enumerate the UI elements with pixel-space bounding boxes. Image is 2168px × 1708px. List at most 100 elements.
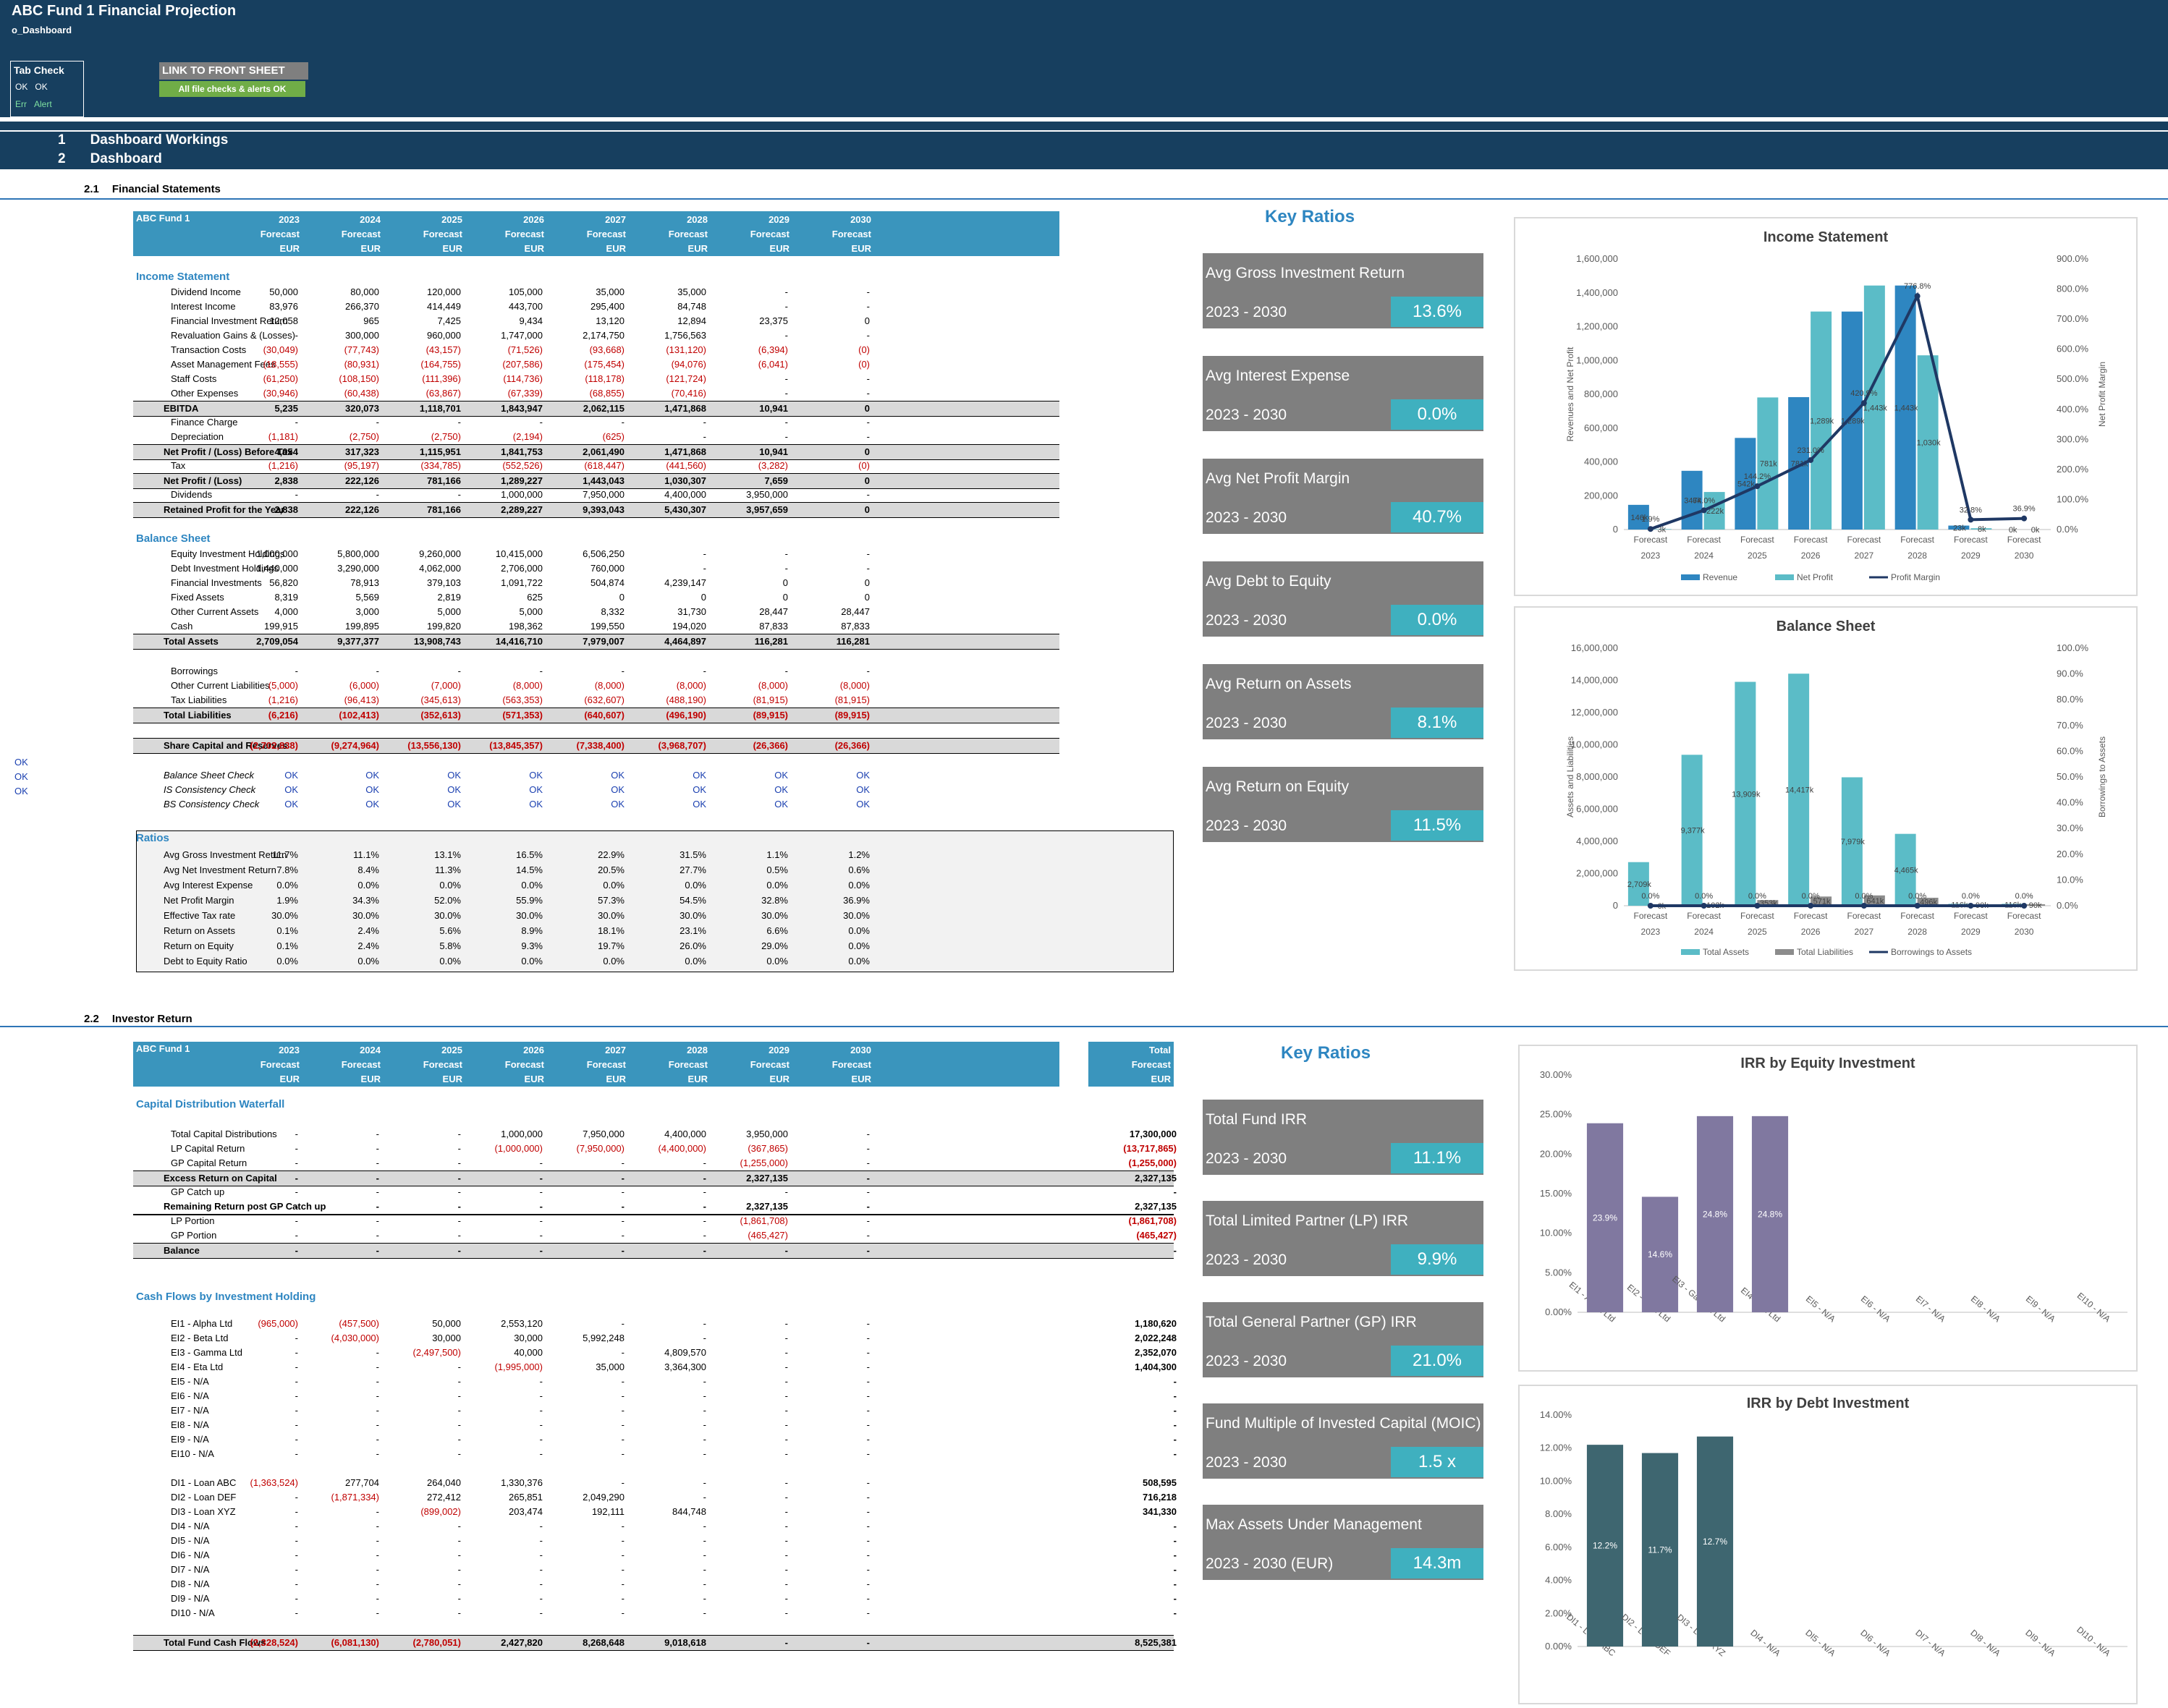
x-tick-label: 2028 [1907,551,1927,561]
line-data-label: 64.0% [1693,496,1715,505]
table-row: DI1 - Loan ABC (1,363,524) 277,704 264,040 1… [133,1476,1177,1490]
year-header: 2024 Forecast EUR [341,1045,381,1084]
row-value: - [539,1579,543,1589]
key-ratio-value: 8.1% [1391,708,1483,738]
row-value: (114,736) [503,373,543,384]
row-value: 1,843,947 [501,403,543,414]
row-value: 192,111 [591,1506,624,1517]
row-value: - [784,388,788,399]
row-value: - [621,1593,624,1604]
row-total: 508,595 [1143,1477,1177,1488]
section-1-link[interactable]: 1 Dashboard Workings [58,132,229,148]
row-label: DI3 - Loan XYZ [171,1506,236,1517]
row-value: 84,748 [677,301,706,312]
y-tick-label: 1,000,000 [1576,354,1618,365]
x-tick-label: 2026 [1801,551,1821,561]
row-label: Total Liabilities [164,710,232,721]
row-label: Cash [171,621,193,632]
row-value: 1,471,868 [664,446,706,457]
side-check-ok: OK [14,757,28,768]
row-value: - [539,1564,543,1575]
chart-title: IRR by Debt Investment [1747,1395,1910,1411]
row-value: - [784,1361,788,1372]
table-row: DI10 - N/A - - - - - - - - - [133,1606,1177,1620]
row-total: - [1173,1376,1177,1387]
row-value: - [295,1333,298,1343]
x-tick-label: 2030 [2015,927,2034,937]
y-tick-label: 25.00% [1540,1109,1572,1120]
row-value: - [866,1245,870,1256]
row-value: (618,447) [584,460,624,471]
table-row: Other Expenses (30,946) (60,438) (63,867) (6… [133,386,1059,401]
line-point [1968,903,1974,909]
row-value: - [376,1521,379,1531]
y2-tick-label: 800.0% [2057,284,2089,294]
row-value: 0.1% [276,925,298,936]
row-value: 0.5% [766,864,788,875]
row-value: 4,464,897 [664,636,706,647]
x-tick-label: Forecast [1954,911,1988,921]
row-value: 5,430,307 [664,504,706,515]
row-value: - [457,1448,461,1459]
row-value: - [376,1550,379,1560]
row-value: 36.9% [843,895,870,906]
row-value: 54.5% [679,895,706,906]
row-value: 29.0% [761,940,788,951]
table-row: EI1 - Alpha Ltd (965,000) (457,500) 50,000 2… [133,1317,1177,1331]
row-value: 13.1% [434,849,461,860]
row-value: 203,474 [509,1506,543,1517]
irr-bar [1586,1123,1624,1312]
file-checks-status-button[interactable]: All file checks & alerts OK [159,81,305,97]
row-value: 9,434 [519,315,543,326]
y-tick-label: 5.00% [1545,1267,1572,1278]
row-label: Other Current Liabilities [171,680,270,691]
row-value: - [539,1230,543,1241]
x-tick-label: 2027 [1855,927,1874,937]
year-header: 2026 Forecast EUR [504,214,544,254]
row-value: 8,332 [601,606,624,617]
row-value: 80,000 [350,286,379,297]
row-value: - [539,1550,543,1560]
row-value: 9,393,043 [583,504,624,515]
row-value: - [539,1390,543,1401]
row-value: 266,370 [345,301,379,312]
row-value: - [866,1318,870,1329]
key-ratio-name: Avg Debt to Equity [1206,573,1331,590]
row-value: 781,166 [427,475,461,486]
row-label: Tax Liabilities [171,694,227,705]
row-value: - [866,1564,870,1575]
line-data-label: 144.2% [1744,472,1771,481]
key-ratio-value: 21.0% [1391,1346,1483,1376]
section-2-link[interactable]: 2 Dashboard [58,151,162,166]
table-row: Financial Investment Return 12,058 965 7,42… [133,314,1059,328]
link-to-front-sheet-button[interactable]: LINK TO FRONT SHEET [159,62,308,80]
key-ratio-value: 1.5 x [1391,1447,1483,1477]
check-row: BS Consistency Check OK OK OK OK OK OK OK OK [133,797,1059,812]
row-value: - [295,1129,298,1139]
bar-data-label: 90k [2029,901,2042,910]
row-value: (61,250) [263,373,298,384]
row-total: 2,327,135 [1135,1201,1177,1212]
row-value: - [295,1173,298,1184]
row-value: (131,120) [666,344,706,355]
year-header: 2028 Forecast EUR [668,214,708,254]
row-value: - [376,1419,379,1430]
section-bar: 1 Dashboard Workings 2 Dashboard [0,132,2168,169]
check-row: Balance Sheet Check OK OK OK OK OK OK OK OK [133,768,1059,783]
row-value: 265,851 [509,1492,543,1503]
line-data-label: 0.0% [1855,892,1873,901]
share-capital-row: Share Capital and Reserves (2,702,838) (9,… [133,738,1059,754]
row-value: (496,190) [666,710,706,721]
table-row: EI4 - Eta Ltd - - - (1,995,000) 35,000 3,364,3… [133,1360,1177,1375]
y2-tick-label: 0.0% [2057,900,2078,911]
row-value: 1,471,868 [664,403,706,414]
row-value: 22.9% [598,849,624,860]
row-value: - [703,563,706,574]
table-row: Avg Gross Investment Return 11.7% 11.1% 13.… [133,848,1059,862]
row-value: 0 [864,504,870,515]
y-tick-label: 8.00% [1545,1508,1572,1519]
row-total: 1,404,300 [1135,1361,1177,1372]
row-value: - [539,1535,543,1546]
row-value: 7,425 [437,315,461,326]
row-value: - [866,1215,870,1226]
